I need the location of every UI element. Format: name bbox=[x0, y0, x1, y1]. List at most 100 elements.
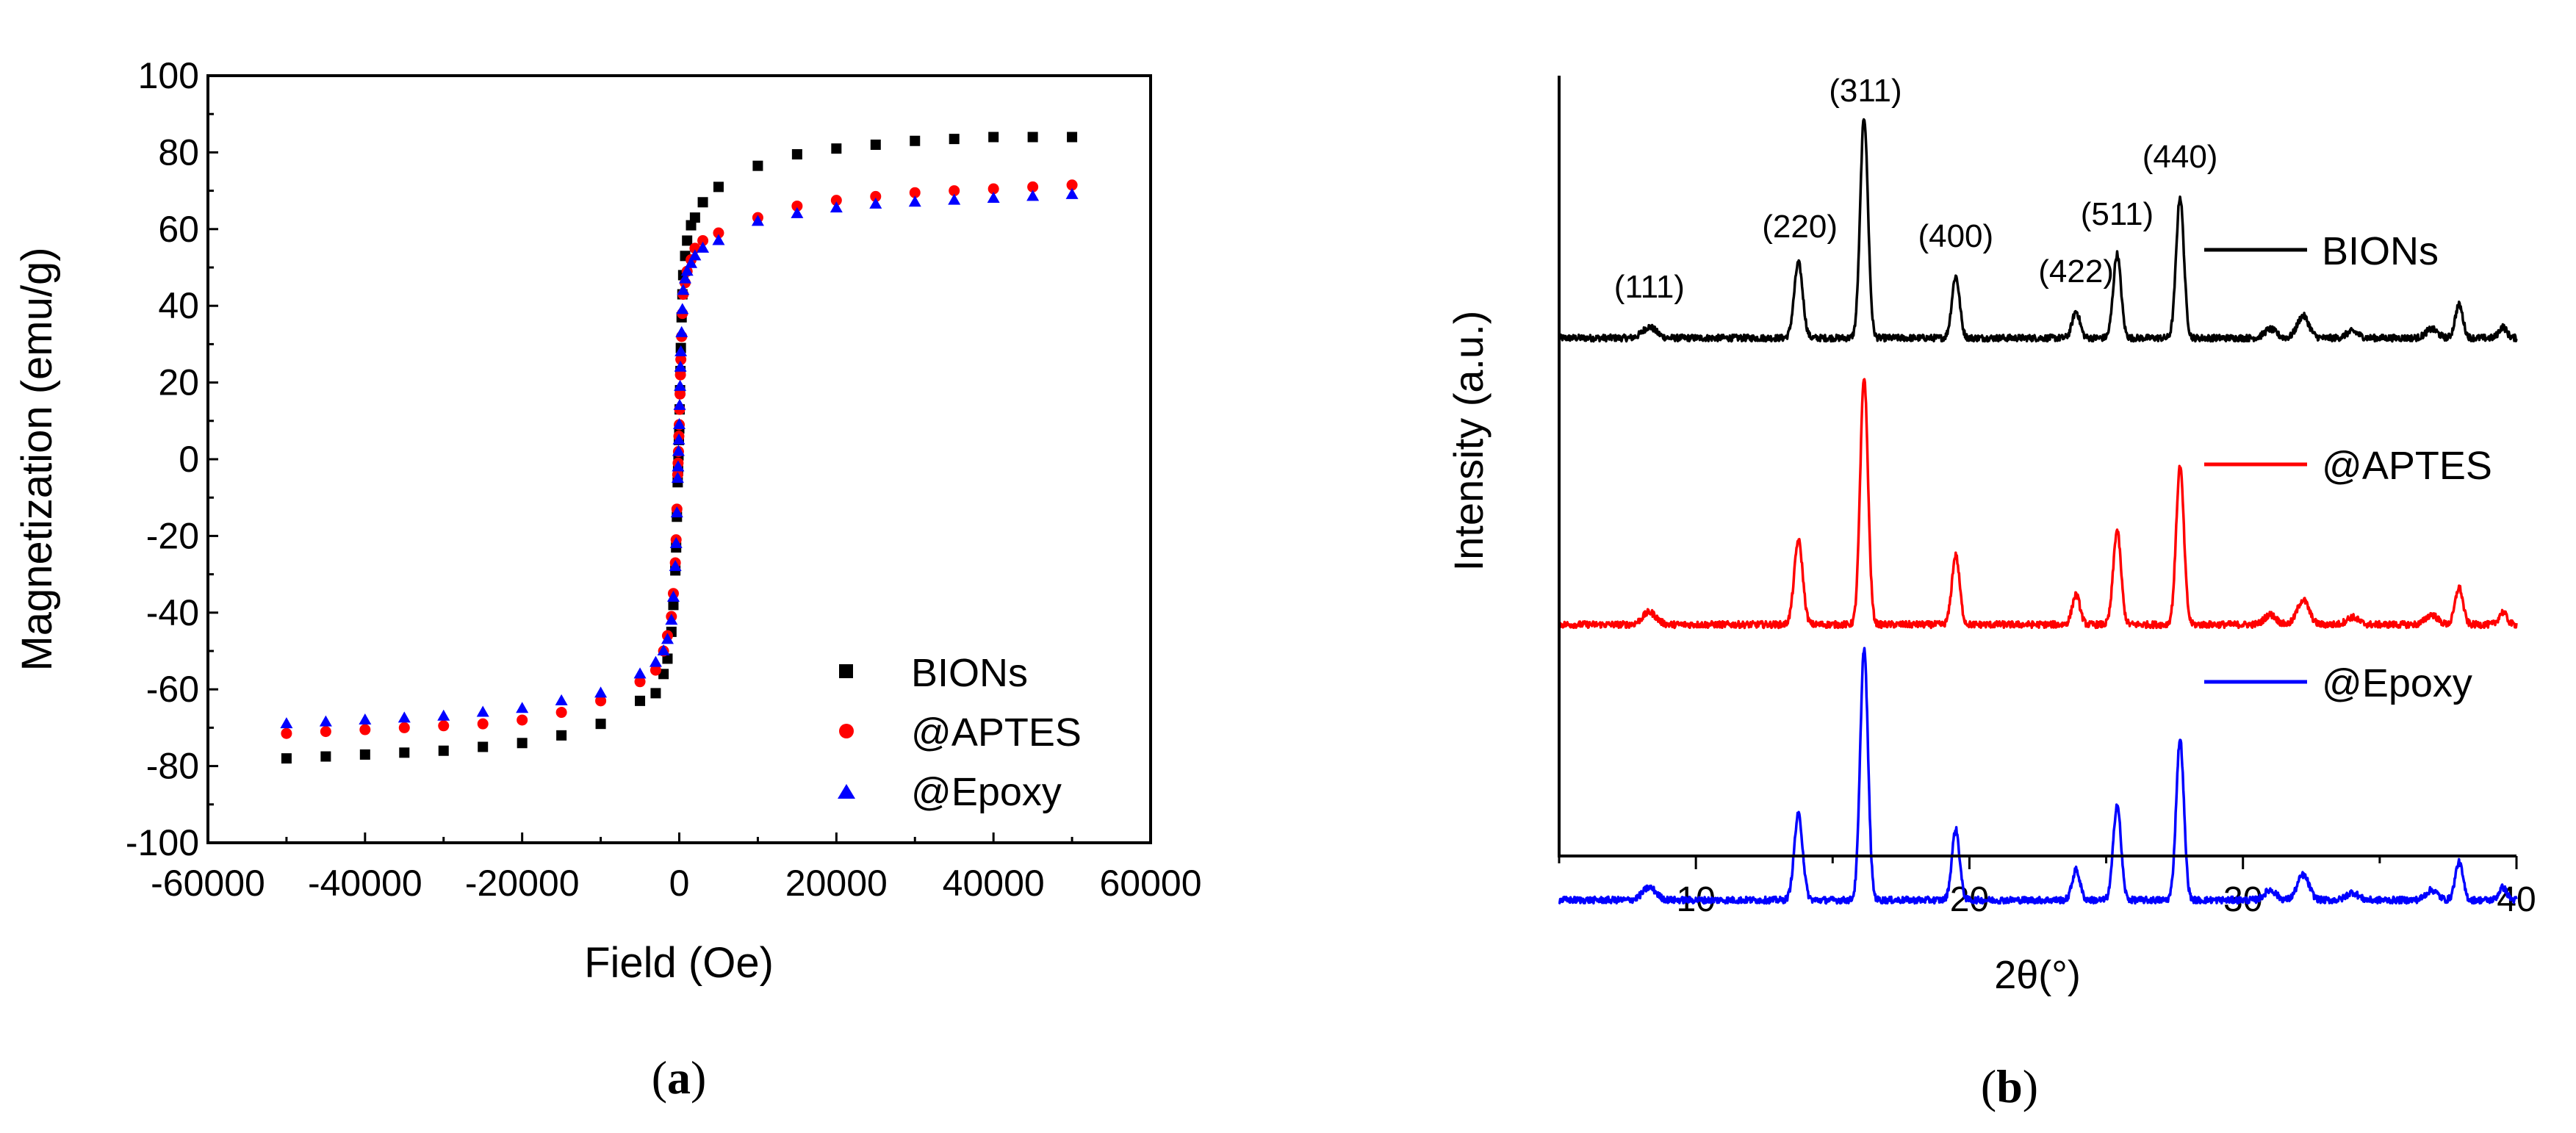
y-tick-label: 20 bbox=[158, 362, 199, 403]
point-bions bbox=[1067, 132, 1078, 143]
point-epoxy bbox=[869, 197, 882, 209]
panel-a-legend: BIONs @APTES @Epoxy bbox=[838, 651, 1082, 814]
point-aptes bbox=[909, 187, 921, 198]
point-aptes bbox=[359, 724, 371, 735]
legend-label-epoxy: @Epoxy bbox=[911, 770, 1062, 814]
point-aptes bbox=[634, 676, 646, 688]
point-aptes bbox=[517, 714, 528, 726]
point-bions bbox=[359, 749, 370, 760]
point-epoxy bbox=[319, 715, 332, 727]
panel-b-y-axis-label: Intensity (a.u.) bbox=[1445, 311, 1492, 572]
point-aptes bbox=[438, 720, 450, 732]
point-bions bbox=[713, 181, 724, 193]
point-aptes bbox=[281, 727, 292, 739]
point-aptes bbox=[1066, 179, 1078, 191]
point-epoxy bbox=[712, 234, 725, 245]
panel-a-caption-letter: a bbox=[667, 1051, 691, 1104]
x-tick-label: 20000 bbox=[785, 863, 888, 904]
point-epoxy bbox=[397, 711, 411, 723]
legend-label-bions: BIONs bbox=[911, 651, 1028, 695]
point-epoxy bbox=[673, 398, 686, 410]
point-bions bbox=[320, 751, 331, 762]
y-tick-label: 80 bbox=[158, 132, 199, 173]
point-bions bbox=[831, 143, 842, 154]
peak-label: (422) bbox=[2038, 253, 2114, 289]
point-aptes bbox=[674, 388, 686, 400]
peak-label: (400) bbox=[1918, 218, 1993, 254]
y-tick-label: -100 bbox=[126, 822, 199, 863]
point-epoxy bbox=[672, 445, 685, 456]
y-tick-label: 100 bbox=[138, 55, 199, 96]
y-tick-label: 60 bbox=[158, 209, 199, 250]
point-epoxy bbox=[672, 460, 685, 472]
point-epoxy bbox=[676, 303, 689, 314]
point-epoxy bbox=[680, 265, 694, 276]
point-epoxy bbox=[1065, 187, 1079, 199]
point-epoxy bbox=[657, 644, 670, 655]
point-epoxy bbox=[677, 284, 690, 295]
legend-label-bions-b: BIONs bbox=[2322, 229, 2439, 273]
point-aptes bbox=[477, 718, 489, 730]
point-epoxy bbox=[908, 195, 921, 207]
y-tick-label: -60 bbox=[146, 669, 199, 710]
point-epoxy bbox=[674, 379, 687, 391]
panel-b-x-axis-label: 2θ(°) bbox=[1994, 953, 2081, 997]
series-line-epoxy bbox=[1558, 647, 2518, 905]
panel-a-y-axis: -100 -80 -60 -40 -20 0 20 40 60 80 100 bbox=[126, 55, 218, 863]
point-bions bbox=[635, 695, 646, 706]
point-epoxy bbox=[674, 360, 687, 372]
legend-marker-epoxy bbox=[838, 784, 855, 799]
point-bions bbox=[697, 197, 708, 208]
point-bions bbox=[949, 134, 960, 145]
y-tick-label: 0 bbox=[179, 439, 199, 480]
point-epoxy bbox=[673, 418, 686, 430]
panel-b-caption: (b) bbox=[1981, 1060, 2038, 1112]
point-bions bbox=[682, 235, 693, 246]
point-bions bbox=[689, 212, 700, 223]
panel-a-x-axis-label: Field (Oe) bbox=[584, 939, 774, 987]
peak-label: (220) bbox=[1762, 209, 1838, 245]
point-aptes bbox=[675, 353, 687, 365]
panel-a-plot-frame bbox=[206, 74, 1152, 844]
point-epoxy bbox=[685, 256, 698, 268]
panel-b-caption-letter: b bbox=[1996, 1060, 2023, 1112]
panel-a-magnetization-chart: -100 -80 -60 -40 -20 0 20 40 60 80 100 -60000 -4000… bbox=[13, 55, 1202, 1104]
panel-b-x-axis: 10 20 30 40 bbox=[1558, 856, 2536, 919]
point-bions bbox=[650, 688, 661, 699]
point-epoxy bbox=[665, 614, 678, 625]
point-bions bbox=[791, 149, 802, 160]
point-epoxy bbox=[791, 206, 804, 218]
point-epoxy bbox=[830, 201, 843, 213]
panel-a-x-axis: -60000 -40000 -20000 0 20000 40000 60000 bbox=[151, 832, 1202, 904]
point-aptes bbox=[555, 707, 567, 719]
panel-a-data-points bbox=[280, 132, 1079, 764]
point-aptes bbox=[870, 190, 882, 202]
point-aptes bbox=[1027, 181, 1039, 193]
panel-a-caption: (a) bbox=[652, 1051, 707, 1104]
legend-label-aptes-b: @APTES bbox=[2322, 444, 2492, 488]
point-epoxy bbox=[516, 702, 529, 713]
point-epoxy bbox=[675, 325, 688, 337]
y-tick-label: 40 bbox=[158, 285, 199, 326]
point-epoxy bbox=[437, 709, 450, 721]
point-epoxy bbox=[672, 433, 686, 445]
x-tick-label: -40000 bbox=[308, 863, 422, 904]
peak-label: (511) bbox=[2081, 196, 2154, 232]
x-tick-label: 40000 bbox=[943, 863, 1045, 904]
point-bions bbox=[556, 730, 567, 741]
point-bions bbox=[478, 741, 489, 752]
point-aptes bbox=[595, 695, 607, 707]
panel-b-legend: BIONs @APTES @Epoxy bbox=[2204, 229, 2492, 705]
point-epoxy bbox=[669, 560, 682, 572]
y-tick-label: -20 bbox=[146, 515, 199, 556]
point-epoxy bbox=[359, 713, 372, 724]
point-epoxy bbox=[476, 705, 489, 717]
point-aptes bbox=[398, 722, 410, 733]
legend-marker-bions bbox=[839, 664, 853, 678]
panel-b-series-lines bbox=[1558, 118, 2518, 905]
x-tick-label: 0 bbox=[669, 863, 690, 904]
point-bions bbox=[399, 747, 410, 758]
legend-label-aptes: @APTES bbox=[911, 711, 1082, 755]
point-aptes bbox=[949, 185, 960, 197]
point-epoxy bbox=[280, 717, 293, 729]
